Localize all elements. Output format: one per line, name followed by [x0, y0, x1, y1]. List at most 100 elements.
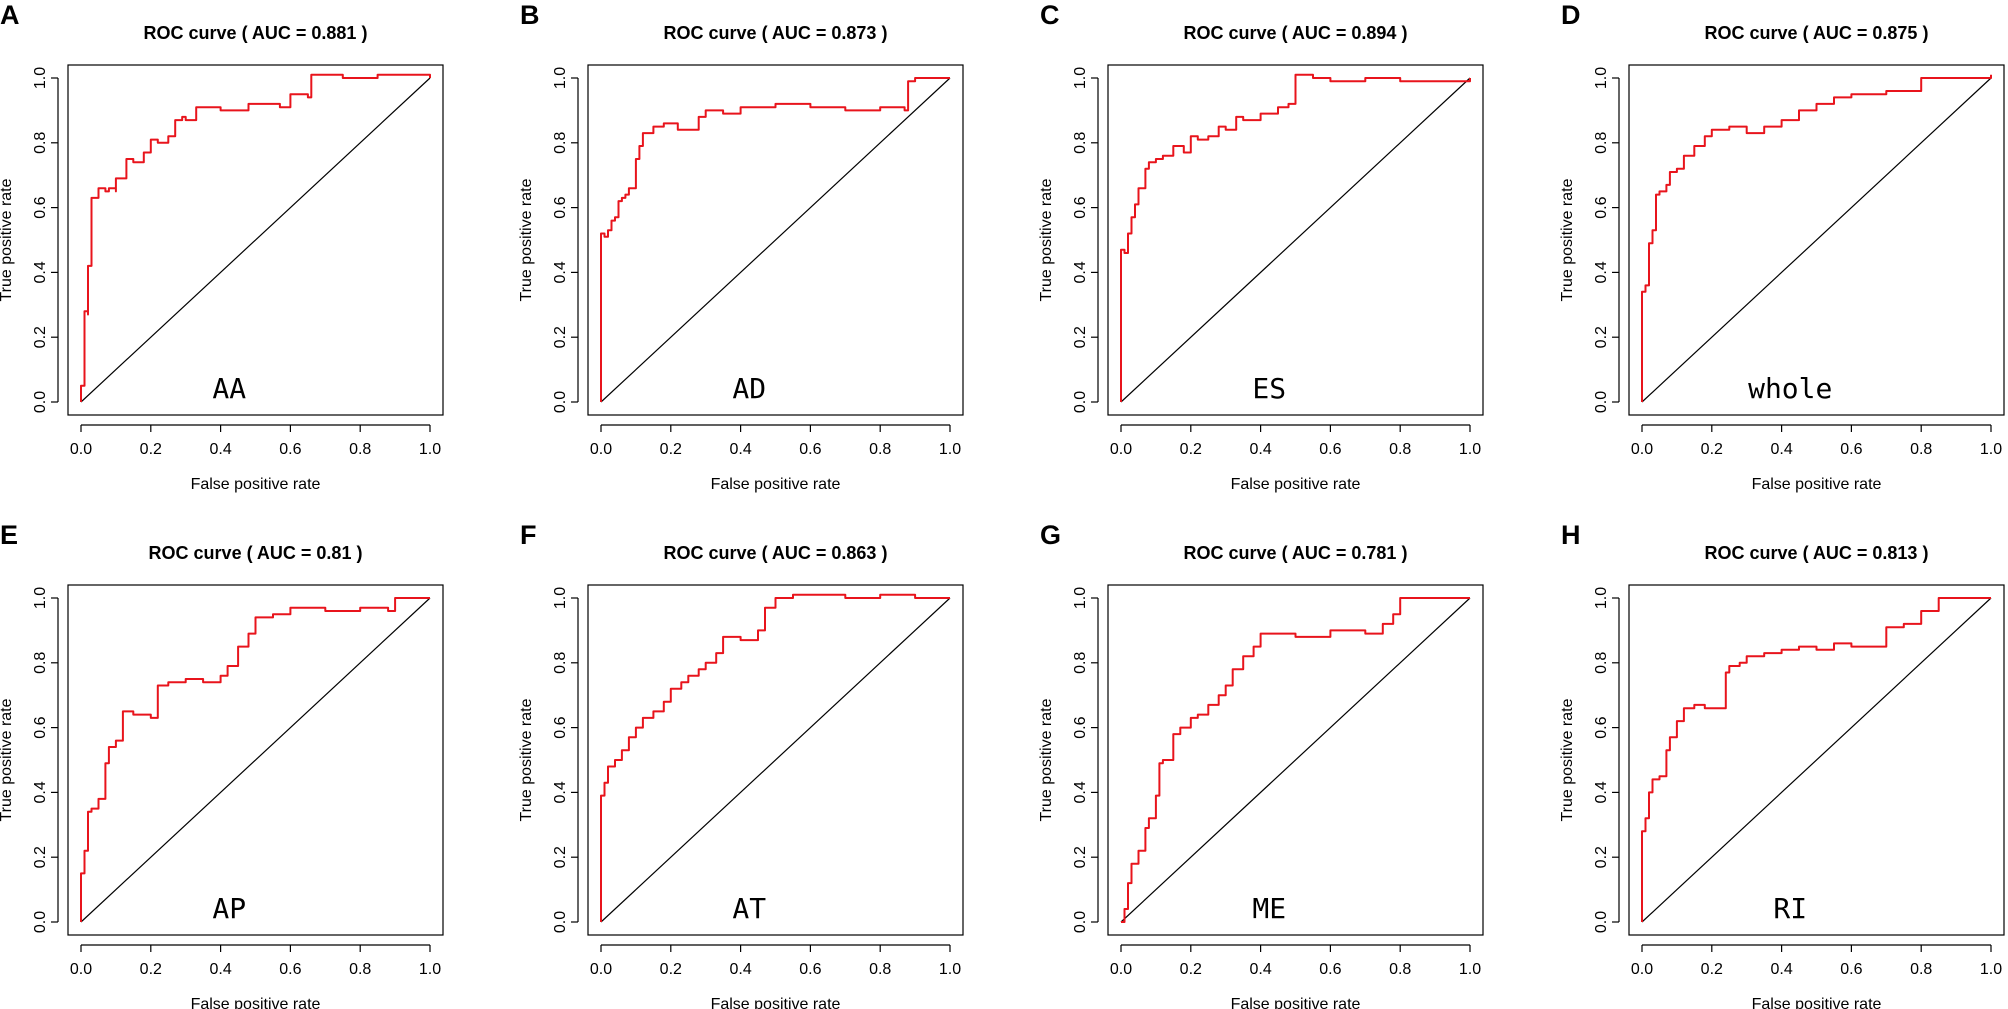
diagonal-reference-line [1641, 597, 1992, 923]
x-tick-label: 1.0 [1459, 961, 1481, 978]
x-tick-label: 0.8 [1910, 961, 1932, 978]
chart-title: ROC curve ( AUC = 0.894 ) [1184, 23, 1408, 43]
x-tick-label: 0.0 [70, 961, 92, 978]
y-tick-label: 0.6 [1072, 196, 1089, 218]
x-tick-label: 0.2 [1701, 441, 1723, 458]
y-tick-label: 0.8 [1593, 652, 1610, 674]
chart-title: ROC curve ( AUC = 0.881 ) [144, 23, 368, 43]
y-tick-label: 0.4 [32, 781, 49, 803]
y-tick-label: 0.4 [552, 261, 569, 283]
plot-frame [1628, 64, 2005, 416]
x-axis-label: False positive rate [191, 476, 321, 493]
panel-letter: B [520, 0, 540, 30]
y-tick-label: 1.0 [1593, 67, 1610, 89]
y-tick-label: 0.4 [1072, 261, 1089, 283]
diagonal-reference-line [80, 597, 431, 923]
y-tick-label: 0.8 [1072, 652, 1089, 674]
x-tick-label: 0.4 [729, 441, 751, 458]
diagonal-reference-line [600, 597, 951, 923]
plot-frame [587, 584, 964, 936]
y-tick-label: 0.0 [1072, 911, 1089, 933]
x-tick-label: 1.0 [419, 441, 441, 458]
y-tick-label: 0.2 [552, 326, 569, 348]
chart-title: ROC curve ( AUC = 0.863 ) [664, 543, 888, 563]
y-tick-label: 0.2 [1593, 326, 1610, 348]
y-tick-label: 0.0 [1593, 391, 1610, 413]
x-axis-label: False positive rate [1752, 996, 1882, 1009]
x-tick-label: 0.6 [1840, 441, 1862, 458]
chart-title: ROC curve ( AUC = 0.875 ) [1705, 23, 1929, 43]
panel-letter: E [0, 520, 18, 550]
x-tick-label: 0.4 [1249, 961, 1271, 978]
x-tick-label: 0.4 [1249, 441, 1271, 458]
x-tick-label: 0.8 [349, 961, 371, 978]
feature-label: ME [1252, 892, 1286, 925]
y-tick-label: 0.8 [1072, 132, 1089, 154]
x-tick-label: 1.0 [939, 441, 961, 458]
x-tick-label: 0.8 [1389, 441, 1411, 458]
y-axis-label: True positive rate [518, 178, 535, 301]
diagonal-reference-line [600, 77, 951, 403]
y-tick-label: 1.0 [32, 587, 49, 609]
feature-label: RI [1773, 892, 1807, 925]
x-axis-label: False positive rate [1752, 476, 1882, 493]
feature-label: whole [1748, 372, 1832, 405]
x-tick-label: 0.8 [869, 441, 891, 458]
y-tick-label: 1.0 [1072, 67, 1089, 89]
x-tick-label: 0.0 [1631, 961, 1653, 978]
x-tick-label: 0.0 [1110, 441, 1132, 458]
y-tick-label: 0.0 [1593, 911, 1610, 933]
y-tick-label: 0.6 [1072, 716, 1089, 738]
x-tick-label: 1.0 [419, 961, 441, 978]
feature-label: AA [212, 372, 246, 405]
roc-curve-line [600, 593, 950, 922]
x-tick-label: 0.4 [209, 961, 231, 978]
roc-curve-line [80, 73, 431, 402]
y-tick-label: 0.8 [552, 132, 569, 154]
plot-frame [587, 64, 964, 416]
y-tick-label: 1.0 [552, 587, 569, 609]
y-tick-label: 0.0 [552, 391, 569, 413]
roc-curve-line [600, 77, 950, 402]
x-tick-label: 0.8 [869, 961, 891, 978]
diagonal-reference-line [1641, 77, 1992, 403]
panel-letter: D [1561, 0, 1581, 30]
y-tick-label: 0.4 [1593, 781, 1610, 803]
plot-frame [1107, 64, 1484, 416]
y-tick-label: 0.4 [552, 781, 569, 803]
roc-curve-line [1121, 597, 1470, 923]
plot-frame [67, 584, 444, 936]
roc-panel-a: A ROC curve ( AUC = 0.881 ) 0.0 0.0 0.2 0.2 0.… [0, 0, 444, 493]
y-tick-label: 0.4 [1072, 781, 1089, 803]
x-axis-label: False positive rate [1231, 476, 1361, 493]
roc-panel-g: G ROC curve ( AUC = 0.781 ) 0.0 0.0 0.2 0.2 0.… [1038, 520, 1484, 1009]
x-tick-label: 0.4 [1770, 441, 1792, 458]
x-tick-label: 1.0 [1459, 441, 1481, 458]
plot-frame [67, 64, 444, 416]
y-tick-label: 0.6 [552, 716, 569, 738]
chart-title: ROC curve ( AUC = 0.781 ) [1184, 543, 1408, 563]
feature-label: AP [212, 892, 246, 925]
x-tick-label: 0.4 [1770, 961, 1792, 978]
x-axis-label: False positive rate [711, 476, 841, 493]
y-tick-label: 0.2 [32, 326, 49, 348]
chart-title: ROC curve ( AUC = 0.813 ) [1705, 543, 1929, 563]
x-tick-label: 0.6 [279, 961, 301, 978]
y-tick-label: 0.6 [552, 196, 569, 218]
y-tick-label: 1.0 [1072, 587, 1089, 609]
y-tick-label: 0.6 [32, 196, 49, 218]
diagonal-reference-line [80, 77, 431, 403]
y-tick-label: 1.0 [1593, 587, 1610, 609]
y-tick-label: 0.0 [552, 911, 569, 933]
y-tick-label: 0.0 [32, 911, 49, 933]
feature-label: AD [732, 372, 766, 405]
y-axis-label: True positive rate [1038, 698, 1055, 821]
y-tick-label: 0.8 [32, 132, 49, 154]
x-tick-label: 0.2 [1180, 441, 1202, 458]
y-tick-label: 1.0 [32, 67, 49, 89]
roc-panel-d: D ROC curve ( AUC = 0.875 ) 0.0 0.0 0.2 0.2 0.… [1559, 0, 2005, 493]
y-axis-label: True positive rate [0, 178, 15, 301]
x-tick-label: 0.2 [1180, 961, 1202, 978]
y-tick-label: 0.0 [32, 391, 49, 413]
y-tick-label: 0.4 [32, 261, 49, 283]
